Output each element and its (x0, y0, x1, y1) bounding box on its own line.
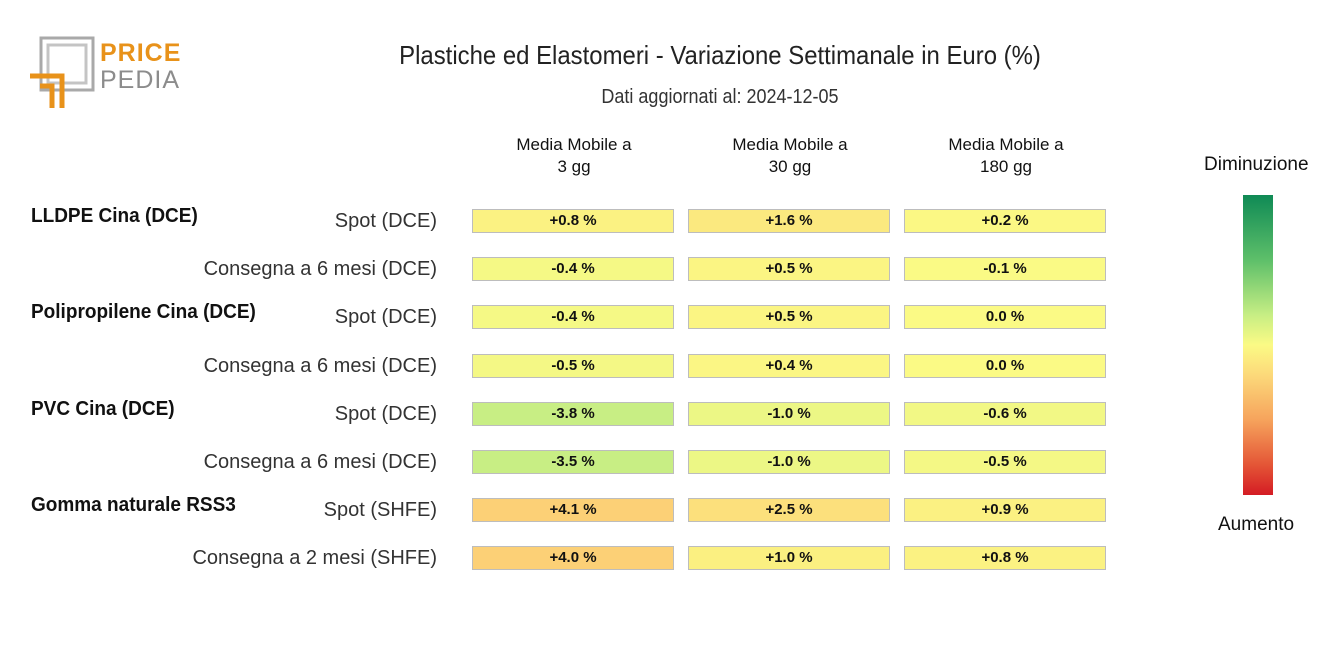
column-header-180gg: Media Mobile a 180 gg (905, 134, 1107, 178)
column-header-line1: Media Mobile a (516, 135, 632, 154)
column-header-line2: 30 gg (768, 157, 812, 176)
row-label: Consegna a 6 mesi (DCE) (203, 354, 437, 377)
pricepedia-logo: PRICE PEDIA (28, 36, 198, 111)
heatmap-cell: -1.0 % (688, 401, 890, 426)
heatmap-cell: -3.8 % (472, 401, 674, 426)
row-label: Consegna a 6 mesi (DCE) (203, 451, 437, 473)
heatmap-cell: +2.5 % (688, 498, 890, 523)
group-label: PVC Cina (DCE) (31, 397, 175, 420)
heatmap-cell: 0.0 % (904, 305, 1106, 330)
legend-bottom-label: Aumento (1218, 514, 1295, 535)
column-header-line2: 3 gg (557, 157, 591, 176)
heatmap-cell: -0.5 % (904, 450, 1106, 474)
column-header-line1: Media Mobile a (948, 135, 1064, 154)
heatmap-cell: +0.5 % (688, 257, 890, 282)
row-label: Spot (SHFE) (323, 499, 437, 522)
heatmap-cell: 0.0 % (904, 353, 1106, 378)
row-label: Consegna a 6 mesi (DCE) (203, 258, 437, 281)
chart-title: Plastiche ed Elastomeri - Variazione Set… (399, 40, 1041, 70)
column-header-line2: 180 gg (980, 157, 1032, 176)
heatmap-cell: +4.1 % (472, 498, 674, 523)
heatmap-cell: +0.5 % (688, 305, 890, 330)
heatmap-cell: -0.1 % (904, 257, 1106, 282)
heatmap-cell: +0.4 % (688, 353, 890, 378)
logo-text-pedia: PEDIA (100, 66, 181, 94)
group-label: Polipropilene Cina (DCE) (31, 301, 256, 324)
heatmap-cell: -0.4 % (472, 305, 674, 330)
logo-text-price: PRICE (100, 39, 182, 67)
group-label: Gomma naturale RSS3 (31, 494, 236, 517)
color-scale-bar (1243, 195, 1273, 495)
heatmap-cell: -0.4 % (472, 257, 674, 282)
heatmap-cell: -0.6 % (904, 401, 1106, 426)
heatmap-cell: +1.0 % (688, 546, 890, 571)
chart-subtitle: Dati aggiornati al: 2024-12-05 (601, 86, 839, 108)
legend-top-label: Diminuzione (1204, 154, 1309, 175)
column-header-line1: Media Mobile a (732, 135, 848, 154)
heatmap-cell: -1.0 % (688, 450, 890, 474)
group-label: LLDPE Cina (DCE) (31, 205, 198, 227)
heatmap-cell: +0.2 % (904, 209, 1106, 233)
heatmap-cell: +0.9 % (904, 498, 1106, 523)
heatmap-cell: -3.5 % (472, 450, 674, 474)
heatmap-cell: +0.8 % (904, 546, 1106, 571)
row-label: Spot (DCE) (334, 306, 437, 329)
row-label: Spot (DCE) (334, 402, 437, 425)
heatmap-cell: -0.5 % (472, 353, 674, 378)
heatmap-cell: +0.8 % (472, 209, 674, 233)
heatmap-cell: +4.0 % (472, 546, 674, 571)
row-label: Consegna a 2 mesi (SHFE) (192, 547, 437, 570)
column-header-3gg: Media Mobile a 3 gg (473, 134, 675, 178)
column-header-30gg: Media Mobile a 30 gg (689, 134, 891, 178)
heatmap-cell: +1.6 % (688, 209, 890, 233)
row-label: Spot (DCE) (334, 210, 437, 232)
logo-mark-icon (30, 36, 95, 108)
